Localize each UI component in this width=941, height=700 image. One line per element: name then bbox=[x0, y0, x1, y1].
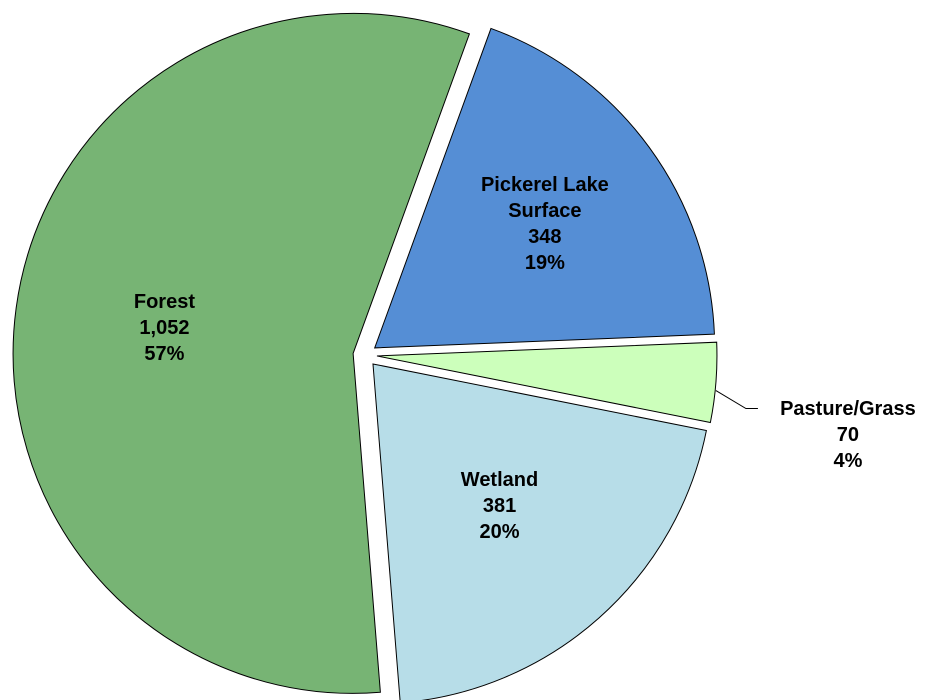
category-label: Pickerel Lake Surface bbox=[480, 173, 609, 222]
percent-label: 57% bbox=[144, 342, 185, 365]
value-label: 1,052 bbox=[139, 316, 190, 339]
value-label: 348 bbox=[528, 225, 562, 248]
data-label: Pickerel Lake Surface 348 19% bbox=[460, 172, 630, 276]
category-label: Forest bbox=[133, 290, 195, 313]
pie-slice bbox=[372, 363, 707, 700]
category-label: Wetland bbox=[460, 469, 539, 492]
percent-label: 19% bbox=[524, 251, 565, 274]
value-label: 381 bbox=[482, 495, 517, 518]
pie-slice bbox=[376, 341, 718, 424]
value-label: 70 bbox=[836, 423, 860, 446]
percent-label: 4% bbox=[833, 449, 863, 472]
leader-line bbox=[715, 390, 758, 410]
data-label: Wetland 381 20% bbox=[415, 467, 585, 545]
pie-slice bbox=[12, 12, 471, 694]
data-label: Forest 1,052 57% bbox=[79, 289, 249, 367]
category-label: Pasture/Grass bbox=[780, 397, 916, 420]
data-label: Pasture/Grass 70 4% bbox=[763, 396, 933, 474]
percent-label: 20% bbox=[479, 521, 520, 544]
pie-slice bbox=[373, 27, 715, 349]
